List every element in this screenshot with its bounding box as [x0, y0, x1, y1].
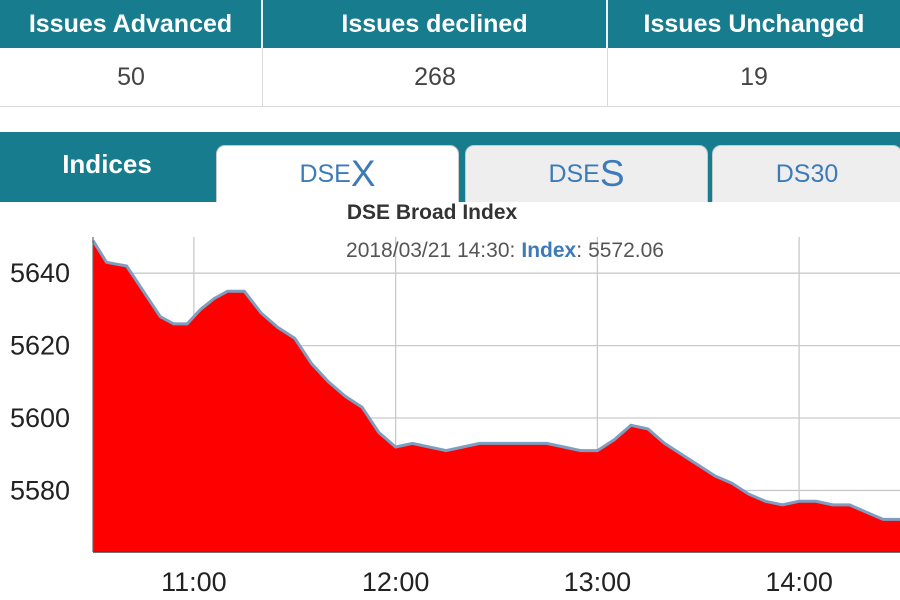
x-tick-label: 13:00: [564, 567, 632, 597]
chart-tooltip: 2018/03/21 14:30: Index: 5572.06: [346, 239, 664, 262]
x-tick-label: 11:00: [161, 567, 227, 597]
y-tick-labels: 5580 5600 5620 5640: [10, 258, 70, 505]
tab-dsex[interactable]: DSE X: [216, 145, 459, 202]
issues-declined-value: 268: [263, 48, 608, 106]
tooltip-separator-1: :: [510, 239, 516, 262]
y-tick-label: 5620: [10, 331, 70, 361]
tooltip-date: 2018/03/21 14:30: [346, 239, 510, 262]
index-area: [93, 240, 900, 552]
index-line: [91, 239, 900, 521]
tooltip-separator-2: :: [576, 239, 582, 262]
tab-dsex-suffix: X: [350, 153, 376, 194]
indices-title: Indices: [62, 148, 152, 179]
indices-tab-bar: Indices DSE X DSE S DS30: [0, 132, 900, 202]
issues-advanced-value: 50: [0, 48, 263, 106]
tab-dsex-prefix: DSE: [299, 159, 351, 188]
stats-value-row: 50 268 19: [0, 48, 900, 107]
tab-ds30-label: DS30: [775, 159, 839, 188]
issues-advanced-header: Issues Advanced: [0, 0, 263, 48]
y-tick-label: 5640: [10, 258, 70, 288]
issues-declined-header: Issues declined: [263, 0, 608, 48]
x-tick-labels: 11:00 12:00 13:00 14:00: [161, 567, 833, 597]
tooltip-key: Index: [521, 239, 576, 262]
issues-unchanged-value: 19: [740, 62, 768, 91]
y-tick-label: 5600: [10, 403, 70, 433]
stats-header-row: Issues Advanced Issues declined Issues U…: [0, 0, 900, 48]
chart-title: DSE Broad Index: [347, 201, 518, 224]
tab-dses[interactable]: DSE S: [465, 145, 708, 202]
y-tick-label: 5580: [10, 475, 70, 505]
market-stats-table: Issues Advanced Issues declined Issues U…: [0, 0, 900, 108]
tooltip-value: 5572.06: [588, 239, 664, 262]
tab-ds30[interactable]: DS30: [712, 145, 900, 202]
x-tick-label: 12:00: [362, 567, 430, 597]
issues-unchanged-header: Issues Unchanged: [643, 9, 865, 38]
tab-dses-prefix: DSE: [548, 159, 600, 188]
tab-dses-suffix: S: [599, 153, 625, 194]
x-tick-label: 14:00: [765, 567, 833, 597]
